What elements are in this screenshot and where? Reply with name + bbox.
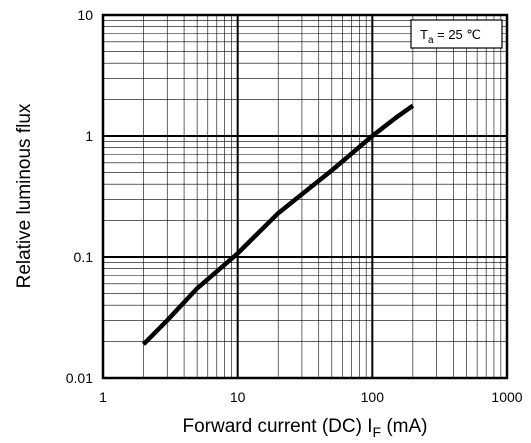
x-tick-label: 10 bbox=[230, 389, 246, 405]
plot-frame bbox=[101, 13, 509, 380]
y-axis-label: Relative luminous flux bbox=[14, 103, 35, 288]
y-tick-label: 0.01 bbox=[66, 370, 93, 386]
legend-box: Ta = 25 ℃ bbox=[410, 19, 503, 49]
x-axis-label: Forward current (DC) IF (mA) bbox=[182, 416, 427, 440]
y-tick-label: 1 bbox=[85, 128, 93, 144]
y-tick-label: 10 bbox=[77, 7, 93, 23]
x-tick-labels: 1 10 100 1000 bbox=[99, 389, 523, 405]
major-gridlines bbox=[103, 15, 507, 378]
legend-text: Ta = 25 ℃ bbox=[420, 27, 481, 46]
x-tick-label: 1 bbox=[99, 389, 107, 405]
x-tick-label: 1000 bbox=[491, 389, 522, 405]
series-layer bbox=[141, 103, 415, 346]
y-tick-label: 0.1 bbox=[74, 249, 94, 265]
series-line-0 bbox=[141, 103, 415, 346]
y-tick-labels: 10 1 0.1 0.01 bbox=[66, 7, 93, 386]
x-tick-label: 100 bbox=[361, 389, 385, 405]
